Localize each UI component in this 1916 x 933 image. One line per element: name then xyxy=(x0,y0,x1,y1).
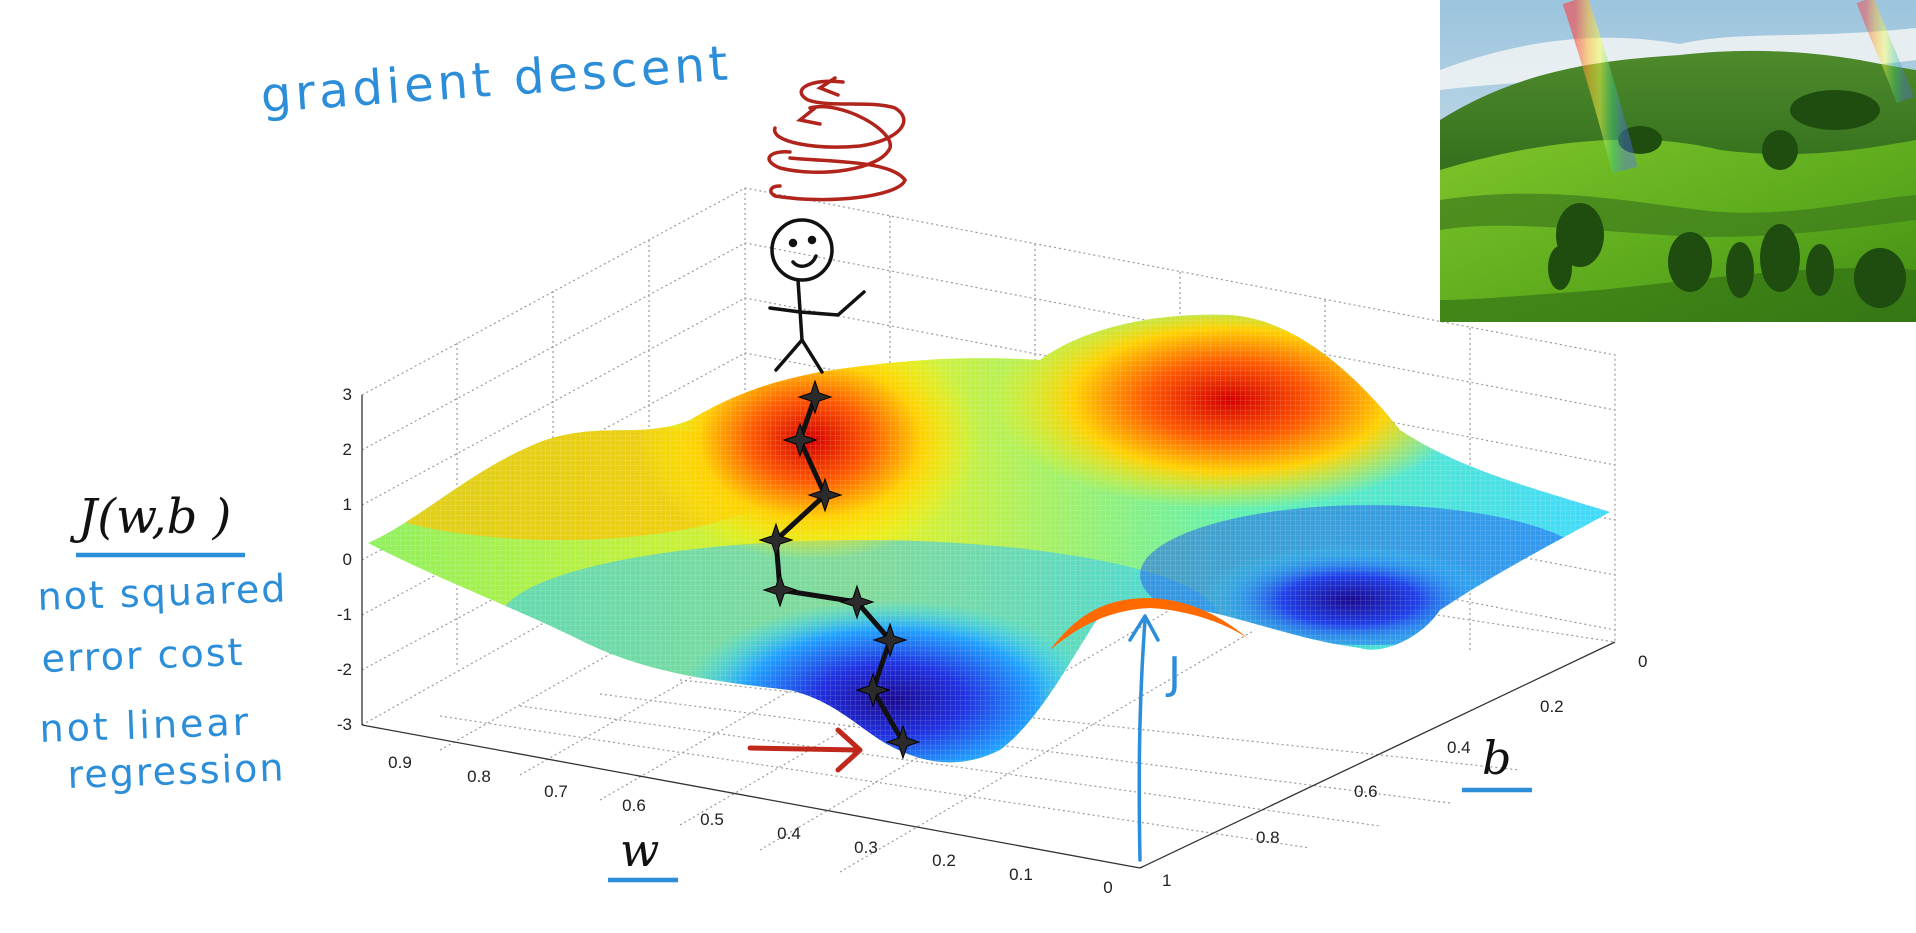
note-error-cost: error cost xyxy=(41,630,245,681)
cost-surface xyxy=(368,314,1610,763)
note-not-linear: not linear xyxy=(39,700,252,751)
w-tick: 0.7 xyxy=(544,782,568,801)
z-tick: -3 xyxy=(337,715,352,734)
front-ridge xyxy=(1050,598,1250,650)
j-label: J xyxy=(1165,648,1181,699)
star-marker-icon xyxy=(839,584,875,620)
star-marker-icon xyxy=(807,477,843,513)
b-axis-label: b xyxy=(1482,731,1511,785)
b-tick: 0.8 xyxy=(1256,828,1280,847)
b-tick: 0.4 xyxy=(1447,738,1471,757)
w-tick: 0.3 xyxy=(854,838,878,857)
star-marker-icon xyxy=(885,724,921,760)
w-axis-label: w xyxy=(620,823,659,877)
star-marker-icon xyxy=(758,522,794,558)
z-tick: 1 xyxy=(343,495,352,514)
w-axis-ticks: 0.9 0.8 0.7 0.6 0.5 0.4 0.3 0.2 0.1 0 xyxy=(388,753,1113,897)
z-tick: -2 xyxy=(337,660,352,679)
minimum-arrow xyxy=(747,727,863,773)
w-tick: 0.2 xyxy=(932,851,956,870)
w-tick: 0.9 xyxy=(388,753,412,772)
star-marker-icon xyxy=(782,422,818,458)
note-regression: regression xyxy=(67,745,286,797)
star-marker-icon xyxy=(855,672,891,708)
b-tick: 1 xyxy=(1162,871,1171,890)
z-tick: 0 xyxy=(343,550,352,569)
w-tick: 0.8 xyxy=(467,767,491,786)
z-tick: 3 xyxy=(343,385,352,404)
j-arrow xyxy=(1128,614,1160,862)
w-tick: 0.1 xyxy=(1009,865,1033,884)
b-tick: 0.6 xyxy=(1354,782,1378,801)
b-tick: 0.2 xyxy=(1540,697,1564,716)
w-tick: 0.5 xyxy=(700,810,724,829)
descent-path xyxy=(758,379,921,760)
note-not-squared: not squared xyxy=(37,566,288,619)
b-tick: 0 xyxy=(1638,652,1647,671)
title-gradient-descent: gradient descent xyxy=(259,35,733,124)
cost-function-label: J(w,b ) xyxy=(69,489,231,545)
w-tick: 0.4 xyxy=(777,824,801,843)
w-tick: 0.6 xyxy=(622,796,646,815)
stick-figure-icon xyxy=(768,218,866,374)
star-marker-icon xyxy=(762,572,798,608)
axes-frame xyxy=(361,395,1616,869)
landscape-photo xyxy=(1440,0,1916,322)
w-tick: 0 xyxy=(1103,878,1112,897)
b-axis-ticks: 0 0.2 0.4 0.6 0.8 1 xyxy=(1162,652,1647,890)
z-tick: 2 xyxy=(343,440,352,459)
dizzy-swirl-icon xyxy=(767,76,907,202)
z-tick: -1 xyxy=(337,605,352,624)
star-marker-icon xyxy=(872,622,908,658)
star-marker-icon xyxy=(797,379,833,415)
z-axis-ticks: 3 2 1 0 -1 -2 -3 xyxy=(337,385,352,734)
